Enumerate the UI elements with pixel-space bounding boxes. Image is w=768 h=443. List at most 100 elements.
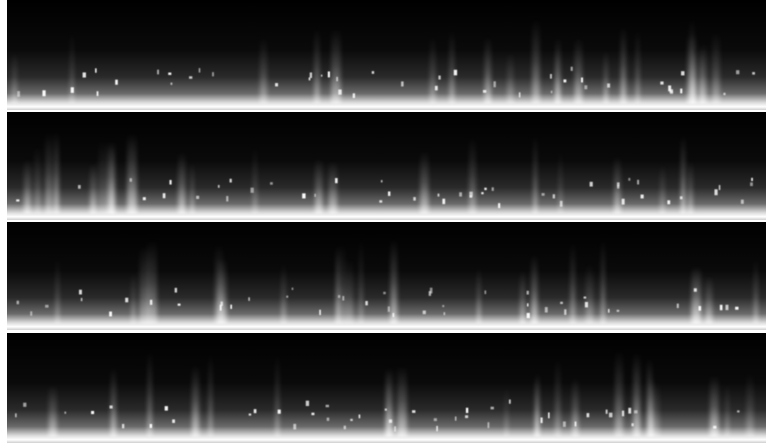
speckle [172,419,175,423]
speckle [553,194,555,198]
speckle [713,426,716,429]
spike [90,163,97,214]
spike [178,152,185,214]
speckle [548,412,550,418]
speckle [735,307,738,310]
speckle [125,298,128,303]
speckle [15,413,17,417]
spike [681,135,685,214]
speckle [306,401,309,406]
speckle [542,193,545,196]
speckle [392,313,394,317]
speckle [606,410,608,414]
speckle [365,301,368,305]
speckle [563,79,566,82]
speckle [309,77,311,80]
spike [314,27,320,104]
speckle [584,85,587,89]
speckle [250,188,253,193]
speckle [509,400,511,404]
speckle [527,291,529,295]
speckle [78,185,81,189]
spike [12,52,17,104]
speckle [150,424,152,428]
speckle [293,424,296,430]
speckle [17,301,19,305]
speckle [660,81,663,84]
spike [570,242,575,324]
speckle [581,78,583,83]
speckle [681,71,684,75]
speckle [286,296,288,298]
spike [209,353,213,437]
speckle [564,309,566,315]
spike [535,378,539,437]
spike [477,267,480,324]
speckle [344,426,346,430]
spike [636,29,640,104]
speckle [736,70,739,74]
spike [647,358,653,437]
speckle [637,180,639,185]
spike [98,140,107,214]
speckle [720,305,723,310]
spike [572,377,579,437]
spike [315,158,323,214]
speckle [423,311,426,315]
speckle [230,305,232,309]
speckle [628,408,631,414]
speckle [609,413,612,418]
page: (() => { const svg = document.getElement… [0,0,768,443]
speckle [168,73,171,75]
speckle [342,296,344,301]
speckle [220,305,222,311]
speckle [680,89,682,94]
spike [390,239,397,324]
speckle [249,413,251,415]
speckle [189,76,192,78]
spike [70,32,74,104]
speckle [169,180,171,185]
speckle [622,199,625,205]
speckle [469,192,472,196]
speckle [83,72,86,77]
speckle [527,313,530,318]
speckle [302,193,305,198]
speckle [23,403,26,407]
speckle [64,412,66,414]
speckle [741,200,744,204]
speckle [338,295,340,298]
speckle [488,422,490,428]
speckle [143,197,146,200]
spike [633,352,640,437]
speckle [338,90,341,95]
speckle [381,180,383,182]
spike [449,30,454,104]
speckle [436,426,438,431]
speckle [492,187,494,191]
spike [754,259,758,324]
speckle [130,178,132,182]
spike [131,272,135,324]
speckle [353,93,355,98]
speckle [442,305,444,307]
speckle [587,413,590,417]
speckle [199,68,201,72]
speckle [212,72,214,76]
speckle [498,203,500,208]
speckle [469,195,472,197]
speckle [698,306,701,311]
spike [253,146,258,214]
speckle [725,305,728,310]
speckle [668,85,671,91]
speckle [278,410,281,414]
speckle [254,409,257,413]
spike [260,37,267,104]
speckle [714,189,717,195]
spike [660,164,665,214]
speckle [321,75,323,77]
spike [140,245,149,324]
strip [7,222,766,330]
speckle [97,91,99,96]
speckle [550,74,552,79]
